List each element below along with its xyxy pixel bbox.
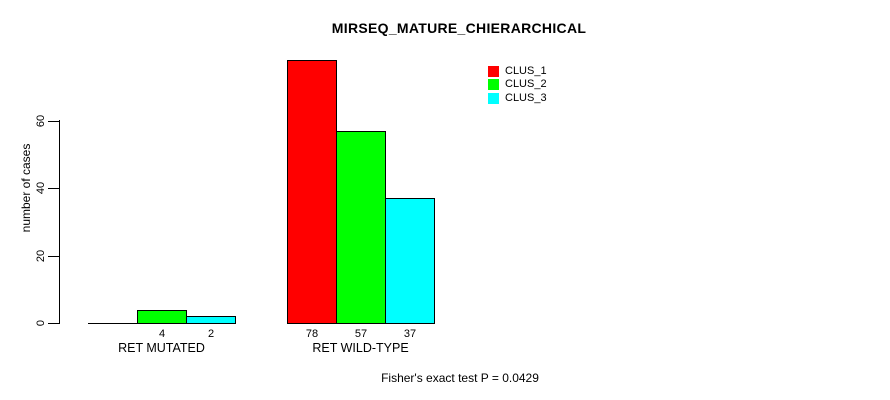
legend: CLUS_1 CLUS_2 CLUS_3 [488, 65, 547, 105]
bar-ret-mutated-clus-2 [137, 309, 187, 324]
annotation-text: Fisher's exact test P = 0.0429 [381, 371, 539, 385]
bar-ret-mutated-clus-3 [186, 316, 236, 324]
y-tick-20 [48, 255, 59, 257]
bar-ret-mutated-clus-1 [88, 322, 138, 324]
legend-item-label: CLUS_3 [505, 91, 547, 104]
legend-swatch-clus_2 [488, 79, 499, 91]
y-tick-0 [48, 323, 59, 324]
bar-value-label-ret-wild-type-clus-1: 78 [305, 328, 319, 340]
y-tick-60 [48, 120, 59, 122]
chart-title: MIRSEQ_MATURE_CHIERARCHICAL [331, 20, 587, 36]
x-category-label-ret-mutated: RET MUTATED [118, 341, 205, 355]
bar-ret-wild-type-clus-2 [336, 130, 386, 324]
legend-item-clus_3: CLUS_3 [488, 92, 547, 105]
bar-value-label-ret-wild-type-clus-2: 57 [354, 328, 368, 340]
legend-swatch-clus_3 [488, 92, 499, 104]
legend-item-clus_2: CLUS_2 [488, 78, 547, 91]
bar-ret-wild-type-clus-3 [385, 198, 435, 324]
y-axis-label: number of cases [19, 143, 33, 233]
y-tick-40 [48, 188, 59, 189]
bar-ret-wild-type-clus-1 [287, 59, 337, 324]
y-tick-label-60: 60 [35, 114, 47, 127]
x-category-label-ret-wild-type: RET WILD-TYPE [312, 341, 409, 355]
y-tick-label-0: 0 [35, 319, 47, 327]
legend-item-label: CLUS_1 [505, 65, 547, 78]
y-tick-label-40: 40 [35, 181, 47, 195]
legend-swatch-clus_1 [488, 66, 499, 78]
legend-item-clus_1: CLUS_1 [488, 65, 547, 78]
y-axis-line [59, 120, 60, 324]
y-tick-label-20: 20 [35, 249, 47, 262]
bar-value-label-ret-mutated-clus-2: 4 [158, 328, 166, 340]
bar-value-label-ret-wild-type-clus-3: 37 [403, 328, 417, 340]
bar-value-label-ret-mutated-clus-3: 2 [207, 328, 215, 340]
legend-item-label: CLUS_2 [505, 78, 547, 91]
